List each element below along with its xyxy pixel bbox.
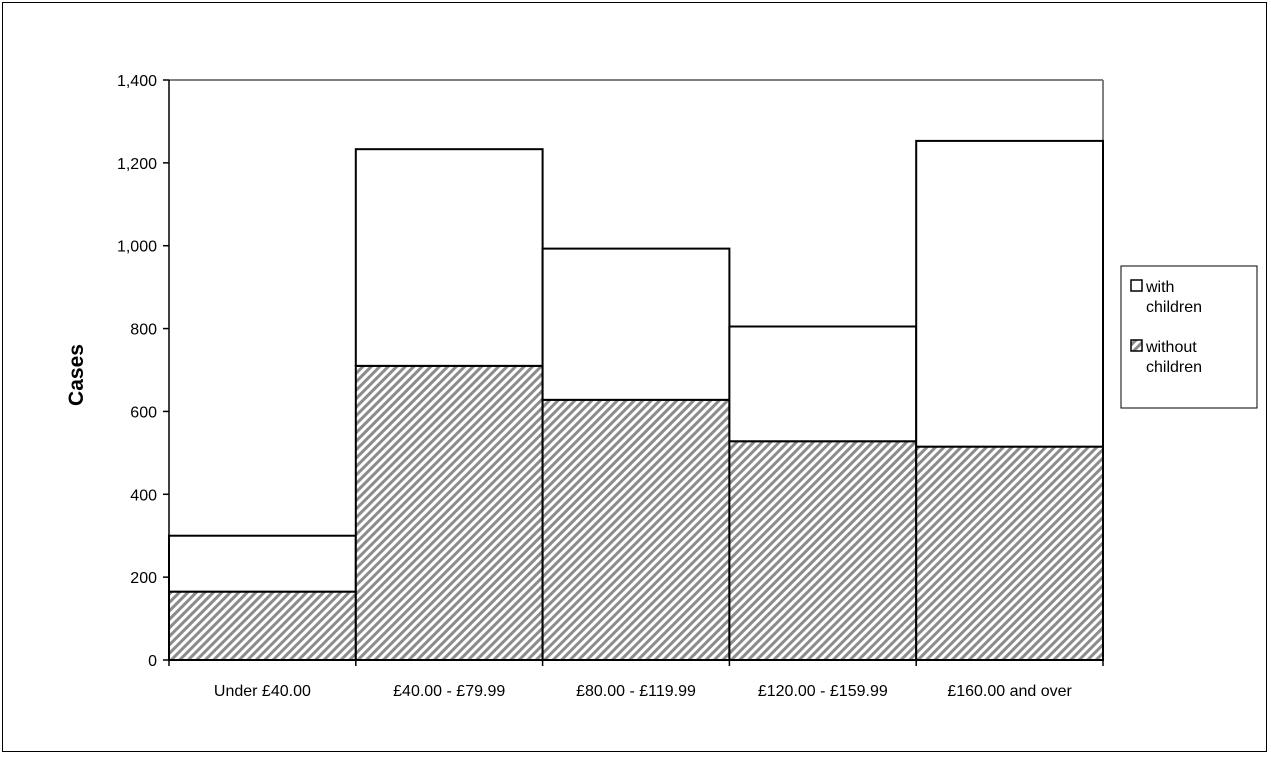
y-tick-label: 600 — [130, 404, 157, 421]
bar-with-children — [728, 325, 918, 443]
bar-without-children — [354, 364, 544, 661]
x-tick-label: Under £40.00 — [214, 683, 311, 700]
x-tick-label: £120.00 - £159.99 — [758, 683, 888, 700]
legend-label: without — [1145, 339, 1197, 356]
stacked-bar-chart: Under £40.00 £40.00 - £79.99 £80.00 - £119… — [65, 73, 1258, 700]
legend-label: children — [1146, 359, 1202, 376]
legend-label: with — [1145, 279, 1174, 296]
legend: with children without children — [1120, 265, 1258, 409]
y-tick-label: 1,000 — [117, 239, 157, 256]
plot-area: Under £40.00 £40.00 - £79.99 £80.00 - £119… — [117, 73, 1105, 700]
y-tick-label: 800 — [130, 322, 157, 339]
y-tick-label: 1,400 — [117, 73, 157, 90]
x-tick-label: £80.00 - £119.99 — [576, 683, 696, 700]
bar-without-children — [728, 440, 918, 661]
y-tick-label: 1,200 — [117, 156, 157, 173]
x-tick-label: £160.00 and over — [947, 683, 1072, 700]
y-tick-label: 400 — [130, 487, 157, 504]
bar-without-children — [541, 398, 731, 661]
x-tick-label: £40.00 - £79.99 — [393, 683, 505, 700]
bar-with-children — [354, 148, 544, 367]
bar-without-children — [168, 590, 357, 662]
bar-with-children — [541, 247, 731, 401]
legend-label: children — [1146, 299, 1202, 316]
legend-box — [1120, 265, 1258, 409]
y-tick-label: 0 — [148, 653, 157, 670]
y-tick-label: 200 — [130, 570, 157, 587]
y-axis-label: Cases — [65, 344, 88, 406]
legend-swatch-without-children — [1130, 339, 1143, 352]
bar-with-children — [168, 534, 357, 593]
bar-without-children — [915, 445, 1105, 661]
bar-with-children — [915, 139, 1105, 448]
legend-swatch-with-children — [1130, 279, 1143, 292]
